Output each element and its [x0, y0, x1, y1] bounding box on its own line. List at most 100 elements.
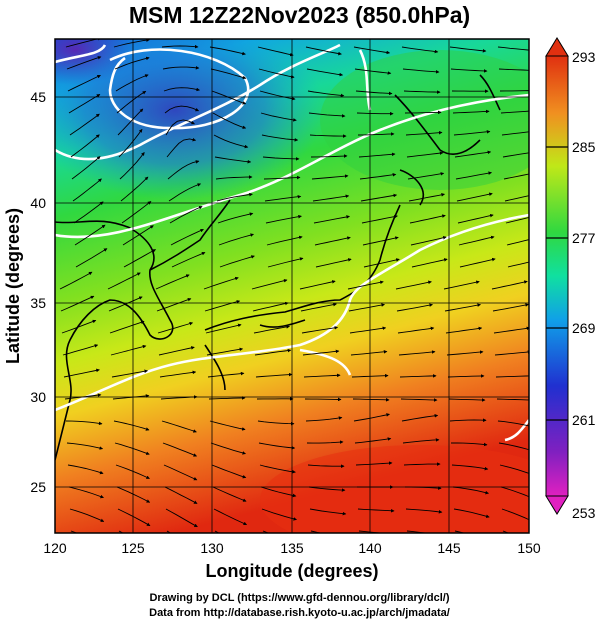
y-tick-label: 25 [30, 479, 46, 495]
wind-streamline [360, 193, 398, 202]
wind-streamline [507, 261, 529, 268]
wind-streamline [206, 347, 244, 356]
wind-streamline [69, 508, 105, 522]
wind-streamline [405, 508, 443, 514]
x-tick-label: 145 [437, 540, 461, 556]
wind-streamline [498, 68, 529, 71]
wind-streamline [263, 175, 301, 180]
wind-streamline [456, 192, 493, 202]
wind-streamline [157, 321, 194, 334]
map-title: MSM 12Z22Nov2023 (850.0hPa) [128, 2, 471, 28]
wind-streamline [67, 74, 101, 92]
wind-streamline [68, 94, 101, 114]
wind-streamline [313, 215, 350, 224]
wind-streamline [113, 39, 150, 48]
wind-streamline [452, 486, 489, 495]
wind-streamline [116, 90, 147, 114]
plot-frame [54, 38, 530, 534]
wind-streamline [75, 248, 108, 268]
wind-streamline [306, 440, 344, 444]
wind-streamline [258, 442, 296, 450]
wind-streamline [352, 398, 390, 402]
wind-streamline [165, 119, 195, 136]
y-tick-label: 45 [30, 89, 46, 105]
y-tick-labels: 25 30 35 40 45 [30, 89, 46, 495]
wind-streamline [213, 508, 248, 526]
colorbar-tick-label: 269 [572, 320, 596, 336]
wind-streamline [503, 173, 529, 180]
colorbar-tick-label: 261 [572, 412, 596, 428]
wind-streamline [407, 172, 445, 180]
wind-streamline [171, 251, 206, 268]
wind-streamline [348, 303, 385, 312]
wind-streamline [307, 464, 345, 468]
wind-streamline [406, 530, 429, 533]
wind-streamline [309, 134, 347, 138]
x-tick-labels: 120 125 130 135 140 145 150 [43, 540, 541, 556]
wind-streamline [305, 46, 342, 56]
wind-streamline [259, 464, 296, 474]
wind-streamline [159, 370, 197, 378]
wind-streamline [219, 255, 255, 268]
wind-streamline [308, 112, 346, 118]
wind-streamline [312, 194, 350, 202]
wind-streamline [168, 183, 202, 202]
wind-streamline [161, 44, 199, 49]
colorbar-tick-label: 277 [572, 230, 596, 246]
colorbar-tick-label: 293 [572, 49, 596, 65]
wind-streamline [493, 326, 529, 334]
wind-streamline [71, 156, 101, 180]
wind-streamline [267, 257, 304, 268]
colorbar-scale [545, 55, 569, 497]
wind-streamline [67, 464, 104, 475]
wind-streamline [446, 350, 484, 356]
y-tick-label: 30 [30, 389, 46, 405]
wind-streamline [299, 280, 336, 290]
x-tick-label: 135 [280, 540, 304, 556]
wind-streamline [396, 303, 433, 312]
wind-streamline [355, 90, 393, 96]
wind-streamline [217, 212, 254, 224]
wind-streamline [121, 201, 152, 224]
wind-streamline [459, 257, 496, 268]
wind-streamline [451, 442, 488, 447]
wind-streamline [66, 442, 104, 450]
wind-streamline [506, 239, 529, 246]
x-tick-label: 120 [43, 540, 67, 556]
wind-streamline [455, 171, 492, 180]
wind-streamline [409, 214, 446, 224]
wind-streamline [74, 224, 106, 246]
wind-streamline [454, 150, 492, 158]
wind-streamline [113, 420, 150, 431]
wind-streamline [302, 349, 340, 356]
wind-streamline [304, 397, 342, 402]
wind-streamline [252, 301, 289, 312]
wind-streamline [449, 418, 487, 422]
wind-streamline [261, 508, 297, 521]
wind-streamline [114, 442, 150, 455]
wind-streamline [404, 110, 442, 115]
wind-streamline [300, 302, 337, 312]
wind-streamline [66, 56, 102, 70]
colorbar: 293 285 277 269 261 253 [545, 37, 596, 521]
wind-streamline [209, 46, 246, 56]
wind-streamline [156, 298, 192, 312]
wind-streamline [109, 320, 145, 334]
wind-streamline [497, 420, 529, 427]
wind-streamline [402, 438, 440, 444]
wind-streamline [68, 486, 104, 499]
wind-streamline [115, 74, 149, 92]
credit-data: Data from http://database.rish.kyoto-u.a… [149, 607, 450, 619]
wind-streamline [402, 68, 440, 74]
wind-streamline [166, 530, 172, 533]
x-tick-label: 130 [200, 540, 224, 556]
wind-streamline [410, 235, 447, 246]
wind-streamline [218, 233, 254, 246]
wind-streamline [163, 464, 198, 481]
wind-streamline [453, 508, 490, 518]
x-tick-label: 140 [358, 540, 382, 556]
wind-streamline [255, 372, 293, 378]
wind-streamline [117, 508, 151, 527]
wind-streamline [118, 128, 143, 158]
wind-streamline [216, 192, 253, 202]
